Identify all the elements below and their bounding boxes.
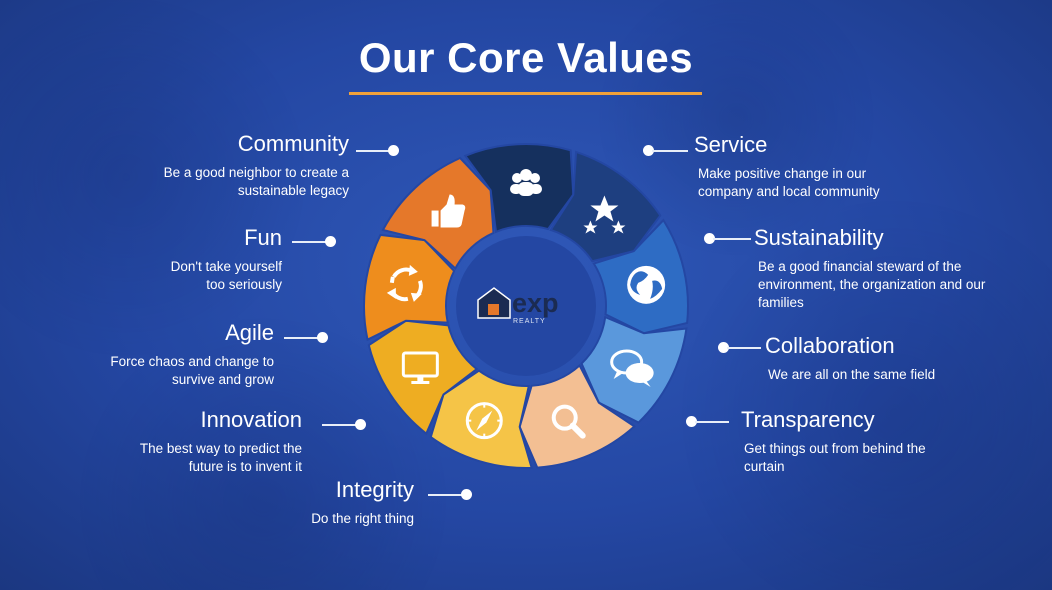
value-description: Be a good financial steward of the envir…	[758, 259, 986, 310]
connector-line	[727, 347, 761, 349]
value-title: Innovation	[200, 407, 302, 432]
value-collaboration: Collaboration We are all on the same fie…	[765, 334, 985, 384]
connector-dot	[718, 342, 729, 353]
title-underline	[349, 92, 702, 95]
value-service: Service Make positive change in our comp…	[694, 133, 924, 201]
connector-dot	[704, 233, 715, 244]
stars-icon	[583, 195, 626, 234]
value-title: Collaboration	[765, 333, 895, 358]
connector-dot	[461, 489, 472, 500]
segment-integrity	[429, 369, 533, 469]
value-description: Do the right thing	[311, 511, 414, 526]
value-transparency: Transparency Get things out from behind …	[741, 408, 941, 476]
connector-line	[428, 494, 464, 496]
thumbs-up-icon	[431, 194, 466, 228]
value-description: Force chaos and change to survive and gr…	[110, 354, 274, 387]
value-innovation: Innovation The best way to predict the f…	[110, 408, 302, 476]
value-title: Integrity	[335, 477, 414, 502]
connector-line	[695, 421, 729, 423]
value-description: Don't take yourself too seriously	[170, 259, 282, 292]
logo-text: exp	[512, 288, 559, 318]
value-title: Community	[237, 131, 349, 156]
value-title: Agile	[225, 320, 274, 345]
connector-dot	[317, 332, 328, 343]
value-community: Community Be a good neighbor to create a…	[120, 132, 349, 200]
exp-logo: exp REALTY	[477, 287, 559, 325]
logo-subtext: REALTY	[513, 318, 546, 325]
value-title: Service	[694, 132, 768, 157]
page-title: Our Core Values	[358, 34, 694, 81]
monitor-icon	[401, 351, 439, 384]
connector-line	[652, 150, 688, 152]
people-icon	[510, 169, 542, 196]
value-description: The best way to predict the future is to…	[139, 441, 302, 474]
value-title: Fun	[244, 225, 282, 250]
value-fun: Fun Don't take yourself too seriously	[120, 226, 282, 294]
value-description: Get things out from behind the curtain	[744, 441, 926, 474]
value-sustainability: Sustainability Be a good financial stewa…	[754, 226, 994, 312]
value-description: Make positive change in our company and …	[698, 166, 880, 199]
cycle-icon	[386, 264, 423, 302]
connector-dot	[686, 416, 697, 427]
connector-line	[713, 238, 751, 240]
chat-icon	[610, 349, 654, 387]
value-title: Sustainability	[754, 225, 884, 250]
value-title: Transparency	[741, 407, 875, 432]
globe-icon	[627, 265, 666, 304]
value-agile: Agile Force chaos and change to survive …	[90, 321, 274, 389]
value-integrity: Integrity Do the right thing	[290, 478, 414, 528]
connector-line	[322, 424, 358, 426]
compass-icon	[465, 402, 503, 440]
value-description: We are all on the same field	[768, 367, 936, 382]
connector-line	[292, 241, 328, 243]
connector-line	[356, 150, 392, 152]
wheel-center	[456, 236, 596, 376]
connector-dot	[643, 145, 654, 156]
connector-dot	[355, 419, 366, 430]
connector-dot	[325, 236, 336, 247]
value-description: Be a good neighbor to create a sustainab…	[163, 165, 349, 198]
connector-line	[284, 337, 320, 339]
segment-agile	[363, 233, 456, 342]
magnifier-icon	[551, 404, 586, 439]
connector-dot	[388, 145, 399, 156]
